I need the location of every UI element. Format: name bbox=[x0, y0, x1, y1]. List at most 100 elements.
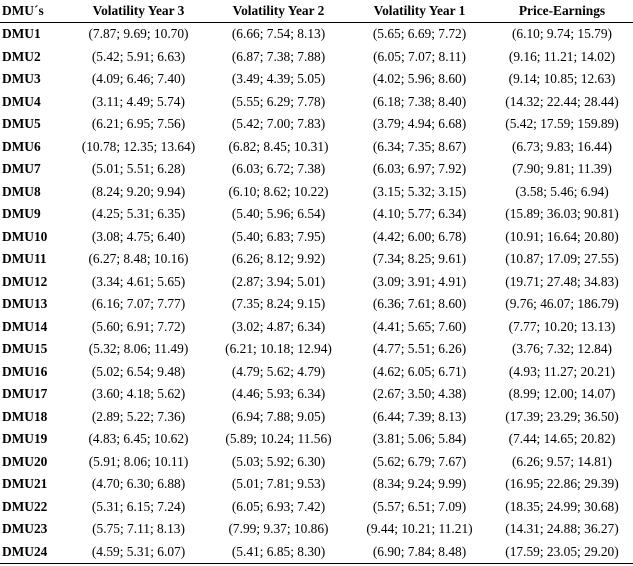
volatility-year-2-cell: (6.03; 6.72; 7.38) bbox=[231, 161, 326, 177]
dmu-name: DMU9 bbox=[2, 206, 41, 222]
dmu-name: DMU16 bbox=[2, 363, 48, 379]
volatility-year-2-cell: (6.66; 7.54; 8.13) bbox=[231, 26, 326, 42]
volatility-year-1-cell: (8.34; 9.24; 9.99) bbox=[372, 476, 467, 492]
dmu-name: DMU21 bbox=[2, 476, 48, 492]
dmu-name: DMU7 bbox=[2, 161, 41, 177]
volatility-year-1-cell: (6.90; 7.84; 8.48) bbox=[348, 540, 491, 564]
table-row: DMU13 (6.16; 7.07; 7.77) (7.35; 8.24; 9.15… bbox=[0, 293, 633, 316]
dmu-name: DMU13 bbox=[2, 296, 48, 312]
price-earnings-cell: (7.44; 14.65; 20.82) bbox=[508, 431, 616, 447]
volatility-year-2-cell: (5.41; 6.85; 8.30) bbox=[209, 540, 348, 564]
volatility-year-1-cell: (4.41; 5.65; 7.60) bbox=[372, 318, 467, 334]
volatility-year-3-cell: (5.01; 5.51; 6.28) bbox=[91, 161, 186, 177]
volatility-year-2-cell: (5.42; 7.00; 7.83) bbox=[231, 116, 326, 132]
dmu-name: DMU18 bbox=[2, 408, 48, 424]
price-earnings-cell: (9.16; 11.21; 14.02) bbox=[508, 48, 616, 64]
price-earnings-cell: (17.39; 23.29; 36.50) bbox=[505, 408, 619, 424]
dmu-name: DMU22 bbox=[2, 498, 48, 514]
dmu-name: DMU23 bbox=[2, 521, 48, 537]
dmu-name: DMU3 bbox=[2, 71, 41, 87]
volatility-year-3-cell: (4.25; 5.31; 6.35) bbox=[91, 206, 186, 222]
volatility-year-2-cell: (3.49; 4.39; 5.05) bbox=[231, 71, 326, 87]
volatility-year-2-cell: (5.55; 6.29; 7.78) bbox=[231, 93, 326, 109]
price-earnings-cell: (10.87; 17.09; 27.55) bbox=[505, 251, 619, 267]
table-row: DMU19 (4.83; 6.45; 10.62) (5.89; 10.24; 11… bbox=[0, 428, 633, 451]
volatility-year-3-cell: (2.89; 5.22; 7.36) bbox=[91, 408, 186, 424]
volatility-year-1-cell: (6.44; 7.39; 8.13) bbox=[372, 408, 467, 424]
price-earnings-cell: (3.58; 5.46; 6.94) bbox=[515, 183, 609, 199]
price-earnings-cell: (6.10; 9.74; 15.79) bbox=[511, 26, 613, 42]
volatility-year-1-cell: (5.57; 6.51; 7.09) bbox=[372, 498, 467, 514]
volatility-year-1-cell: (6.05; 7.07; 8.11) bbox=[373, 48, 466, 64]
table-row: DMU21 (4.70; 6.30; 6.88) (5.01; 7.81; 9.53… bbox=[0, 473, 633, 496]
volatility-year-3-cell: (6.21; 6.95; 7.56) bbox=[91, 116, 186, 132]
dmu-name: DMU10 bbox=[2, 228, 48, 244]
header-dmu: DMU´s bbox=[0, 0, 68, 23]
table-row: DMU8 (8.24; 9.20; 9.94) (6.10; 8.62; 10.22… bbox=[0, 181, 633, 204]
price-earnings-cell: (5.42; 17.59; 159.89) bbox=[505, 116, 619, 132]
price-earnings-cell: (10.91; 16.64; 20.80) bbox=[505, 228, 619, 244]
table-row: DMU5 (6.21; 6.95; 7.56) (5.42; 7.00; 7.83)… bbox=[0, 113, 633, 136]
volatility-year-3-cell: (5.75; 7.11; 8.13) bbox=[92, 521, 185, 537]
volatility-year-2-cell: (5.40; 6.83; 7.95) bbox=[231, 228, 326, 244]
volatility-year-1-cell: (7.34; 8.25; 9.61) bbox=[372, 251, 467, 267]
volatility-year-3-cell: (4.09; 6.46; 7.40) bbox=[91, 71, 186, 87]
volatility-year-3-cell: (3.08; 4.75; 6.40) bbox=[91, 228, 186, 244]
table-row: DMU18 (2.89; 5.22; 7.36) (6.94; 7.88; 9.05… bbox=[0, 406, 633, 429]
volatility-year-1-cell: (3.81; 5.06; 5.84) bbox=[372, 431, 467, 447]
volatility-year-2-cell: (4.46; 5.93; 6.34) bbox=[231, 386, 326, 402]
volatility-year-2-cell: (6.05; 6.93; 7.42) bbox=[231, 498, 326, 514]
volatility-year-3-cell: (5.91; 8.06; 10.11) bbox=[88, 453, 189, 469]
table-row: DMU3 (4.09; 6.46; 7.40) (3.49; 4.39; 5.05)… bbox=[0, 68, 633, 91]
dmu-name: DMU6 bbox=[2, 138, 41, 154]
dmu-name: DMU4 bbox=[2, 93, 41, 109]
dmu-name: DMU19 bbox=[2, 431, 48, 447]
price-earnings-cell: (6.26; 9.57; 14.81) bbox=[511, 453, 613, 469]
volatility-year-2-cell: (5.01; 7.81; 9.53) bbox=[231, 476, 326, 492]
volatility-year-1-cell: (6.18; 7.38; 8.40) bbox=[372, 93, 467, 109]
price-earnings-cell: (4.93; 11.27; 20.21) bbox=[508, 363, 616, 379]
volatility-year-1-cell: (4.02; 5.96; 8.60) bbox=[372, 71, 467, 87]
dmu-name: DMU11 bbox=[2, 251, 47, 267]
price-earnings-cell: (7.90; 9.81; 11.39) bbox=[512, 161, 612, 177]
table-row: DMU4 (3.11; 4.49; 5.74) (5.55; 6.29; 7.78)… bbox=[0, 91, 633, 114]
price-earnings-cell: (6.73; 9.83; 16.44) bbox=[511, 138, 613, 154]
volatility-year-3-cell: (3.60; 4.18; 5.62) bbox=[91, 386, 186, 402]
volatility-year-1-cell: (5.65; 6.69; 7.72) bbox=[372, 26, 467, 42]
volatility-year-2-cell: (2.87; 3.94; 5.01) bbox=[231, 273, 326, 289]
volatility-year-1-cell: (5.62; 6.79; 7.67) bbox=[372, 453, 467, 469]
header-volatility-year-1: Volatility Year 1 bbox=[348, 0, 491, 23]
volatility-year-1-cell: (6.34; 7.35; 8.67) bbox=[372, 138, 467, 154]
header-row: DMU´s Volatility Year 3 Volatility Year … bbox=[0, 0, 633, 23]
table-row: DMU23 (5.75; 7.11; 8.13) (7.99; 9.37; 10.8… bbox=[0, 518, 633, 541]
header-volatility-year-3: Volatility Year 3 bbox=[68, 0, 209, 23]
volatility-year-3-cell: (5.32; 8.06; 11.49) bbox=[88, 341, 189, 357]
volatility-year-1-cell: (3.79; 4.94; 6.68) bbox=[372, 116, 467, 132]
price-earnings-cell: (14.32; 22.44; 28.44) bbox=[505, 93, 619, 109]
table-row: DMU7 (5.01; 5.51; 6.28) (6.03; 6.72; 7.38)… bbox=[0, 158, 633, 181]
price-earnings-cell: (3.76; 7.32; 12.84) bbox=[511, 341, 613, 357]
volatility-year-3-cell: (7.87; 9.69; 10.70) bbox=[88, 26, 189, 42]
dmu-name: DMU8 bbox=[2, 183, 41, 199]
volatility-year-3-cell: (3.34; 4.61; 5.65) bbox=[91, 273, 186, 289]
volatility-year-2-cell: (5.89; 10.24; 11.56) bbox=[225, 431, 332, 447]
price-earnings-cell: (19.71; 27.48; 34.83) bbox=[505, 273, 619, 289]
volatility-year-3-cell: (3.11; 4.49; 5.74) bbox=[92, 93, 185, 109]
volatility-year-2-cell: (7.99; 9.37; 10.86) bbox=[228, 521, 329, 537]
volatility-year-3-cell: (8.24; 9.20; 9.94) bbox=[91, 183, 186, 199]
table-row: DMU11 (6.27; 8.48; 10.16) (6.26; 8.12; 9.9… bbox=[0, 248, 633, 271]
volatility-year-1-cell: (3.09; 3.91; 4.91) bbox=[372, 273, 467, 289]
header-volatility-year-2: Volatility Year 2 bbox=[209, 0, 348, 23]
dmu-name: DMU2 bbox=[2, 48, 41, 64]
table-row: DMU14 (5.60; 6.91; 7.72) (3.02; 4.87; 6.34… bbox=[0, 316, 633, 339]
volatility-year-3-cell: (4.70; 6.30; 6.88) bbox=[91, 476, 186, 492]
dmu-name: DMU15 bbox=[2, 341, 48, 357]
volatility-year-2-cell: (5.40; 5.96; 6.54) bbox=[231, 206, 326, 222]
volatility-year-2-cell: (6.10; 8.62; 10.22) bbox=[228, 183, 329, 199]
volatility-year-2-cell: (7.35; 8.24; 9.15) bbox=[231, 296, 326, 312]
table-body: DMU1 (7.87; 9.69; 10.70) (6.66; 7.54; 8.13… bbox=[0, 23, 633, 564]
volatility-year-3-cell: (5.02; 6.54; 9.48) bbox=[91, 363, 186, 379]
volatility-year-1-cell: (9.44; 10.21; 11.21) bbox=[366, 521, 473, 537]
price-earnings-cell: (7.77; 10.20; 13.13) bbox=[508, 318, 616, 334]
